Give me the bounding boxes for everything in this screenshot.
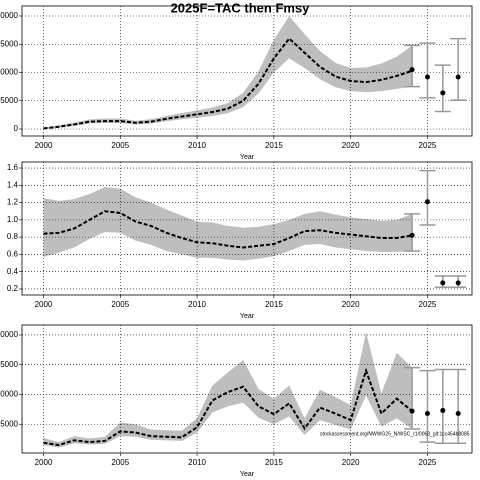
x-tick-label: 2000 (35, 300, 53, 309)
projection-point (440, 90, 446, 96)
x-tick-label: 2005 (111, 141, 129, 150)
y-tick-label: 1.6 (7, 163, 19, 172)
x-tick-label: 2015 (265, 458, 283, 467)
y-tick-label: 0.8 (7, 232, 19, 241)
x-tick-label: 2010 (188, 300, 206, 309)
projection-point (440, 280, 446, 286)
y-tick-label: 10000 (0, 68, 19, 77)
y-tick-label: 1.2 (7, 198, 19, 207)
plot-frame (21, 324, 473, 454)
y-tick-label: 20000 (0, 330, 19, 339)
confidence-band (43, 16, 413, 129)
y-tick-label: 15000 (0, 39, 19, 48)
y-tick-label: 5000 (0, 96, 18, 105)
projection-point (424, 411, 430, 417)
projection-point (440, 408, 446, 414)
projection-point (424, 199, 430, 205)
estimate-line (43, 367, 413, 447)
x-tick-label: 2010 (188, 458, 206, 467)
y-tick-label: 0.4 (7, 267, 19, 276)
plot-frame (21, 5, 473, 137)
confidence-band (43, 331, 413, 448)
x-axis-label: Year (240, 471, 255, 478)
confidence-band (43, 187, 413, 261)
y-tick-label: 0.2 (7, 284, 19, 293)
x-tick-label: 2010 (188, 141, 206, 150)
projection-point (409, 232, 415, 238)
estimate-line (43, 210, 413, 249)
y-tick-label: 5000 (0, 419, 18, 428)
x-tick-label: 2005 (111, 458, 129, 467)
estimate-line (43, 37, 413, 130)
projection-point (409, 408, 415, 414)
y-tick-label: 0 (14, 124, 19, 133)
plot-frame (21, 161, 473, 296)
x-tick-label: 2020 (342, 458, 360, 467)
x-tick-label: 2000 (35, 141, 53, 150)
y-tick-label: 10000 (0, 390, 19, 399)
x-tick-label: 2025 (419, 458, 437, 467)
y-tick-label: 20000 (0, 11, 19, 20)
x-axis-label: Year (240, 313, 255, 320)
projection-point (455, 74, 461, 80)
chart-title: 2025F=TAC then Fmsy (171, 0, 311, 15)
x-tick-label: 2020 (342, 300, 360, 309)
x-tick-label: 2020 (342, 141, 360, 150)
projection-point (455, 280, 461, 286)
y-tick-label: 1.4 (7, 180, 19, 189)
y-tick-label: 1.0 (7, 215, 19, 224)
x-tick-label: 2025 (419, 300, 437, 309)
x-tick-label: 2025 (419, 141, 437, 150)
x-tick-label: 2000 (35, 458, 53, 467)
annotation: stockassessment.org/NWWG25_N/WSC_r1/0063… (320, 431, 470, 437)
x-tick-label: 2015 (265, 141, 283, 150)
projection-point (409, 67, 415, 73)
y-tick-label: 0.6 (7, 250, 19, 259)
x-tick-label: 2015 (265, 300, 283, 309)
projection-point (424, 74, 430, 80)
x-axis-label: Year (240, 154, 255, 161)
y-tick-label: 15000 (0, 360, 19, 369)
x-tick-label: 2005 (111, 300, 129, 309)
projection-point (455, 411, 461, 417)
